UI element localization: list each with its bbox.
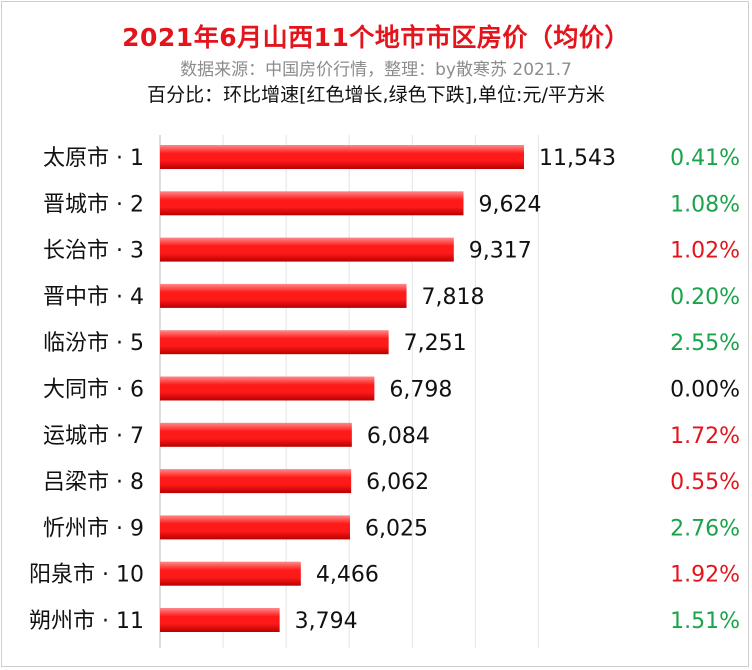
- change-label: 1.02%: [670, 239, 740, 264]
- category-label: 临汾市 · 5: [43, 331, 144, 356]
- category-label: 运城市 · 7: [43, 424, 144, 449]
- value-label: 9,624: [478, 192, 541, 217]
- chart-title: 2021年6月山西11个地市市区房价（均价）: [122, 23, 630, 52]
- bar: [160, 145, 524, 169]
- category-label: 晋中市 · 4: [43, 285, 144, 310]
- data-source-note: 数据来源：中国房价行情，整理：by散寒苏 2021.7: [180, 60, 572, 80]
- bar: [160, 283, 407, 308]
- legend-note: 百分比：环比增速[红色增长,绿色下跌],单位:元/平方米: [147, 84, 605, 106]
- change-label: 0.55%: [670, 470, 740, 495]
- bar: [160, 469, 352, 494]
- bar: [160, 608, 280, 632]
- category-label: 阳泉市 · 10: [29, 563, 144, 588]
- value-label: 6,025: [365, 516, 428, 541]
- value-label: 6,798: [389, 378, 452, 403]
- change-label: 0.20%: [670, 285, 740, 310]
- value-label: 3,794: [295, 609, 358, 634]
- bar: [160, 237, 454, 262]
- value-label: 7,818: [422, 285, 485, 310]
- value-label: 6,084: [367, 424, 430, 449]
- value-label: 6,062: [366, 470, 429, 495]
- change-label: 1.51%: [670, 609, 740, 634]
- category-label: 大同市 · 6: [43, 378, 144, 403]
- category-label: 晋城市 · 2: [43, 192, 144, 217]
- change-label: 2.76%: [670, 516, 740, 541]
- change-label: 1.08%: [670, 192, 740, 217]
- bar: [160, 191, 464, 216]
- category-label: 朔州市 · 11: [29, 609, 144, 634]
- category-label: 长治市 · 3: [43, 239, 144, 264]
- value-label: 7,251: [404, 331, 467, 356]
- category-label: 吕梁市 · 8: [43, 470, 144, 495]
- bar: [160, 561, 301, 586]
- category-label: 太原市 · 1: [43, 146, 144, 171]
- bar: [160, 515, 350, 540]
- value-label: 9,317: [469, 239, 532, 264]
- change-label: 0.41%: [670, 146, 740, 171]
- change-label: 1.72%: [670, 424, 740, 449]
- change-label: 0.00%: [670, 378, 740, 403]
- value-label: 11,543: [539, 146, 616, 171]
- bar: [160, 330, 389, 355]
- change-label: 1.92%: [670, 563, 740, 588]
- value-label: 4,466: [316, 563, 379, 588]
- category-label: 忻州市 · 9: [43, 516, 144, 541]
- bar: [160, 422, 352, 447]
- bar: [160, 376, 375, 401]
- change-label: 2.55%: [670, 331, 740, 356]
